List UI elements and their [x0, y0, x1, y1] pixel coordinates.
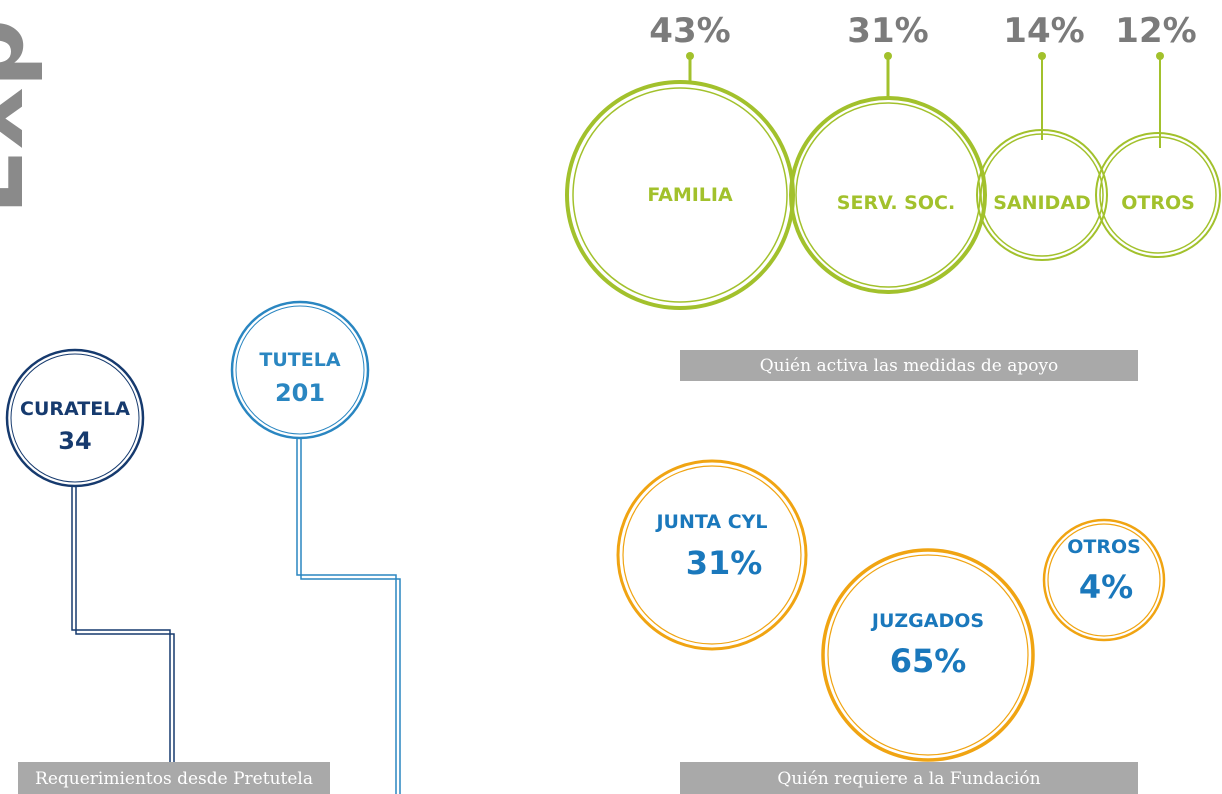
label: CURATELA	[20, 398, 130, 420]
percent: 31%	[847, 11, 928, 51]
percent: 65%	[890, 642, 967, 680]
side-title: Exp	[0, 19, 45, 215]
count: 34	[58, 427, 91, 455]
label: OTROS	[1121, 192, 1195, 214]
label: JUZGADOS	[870, 610, 984, 632]
percent: 14%	[1003, 11, 1084, 51]
caption: Quién requiere a la Fundación	[777, 769, 1040, 789]
caption: Requerimientos desde Pretutela	[35, 769, 313, 789]
label: OTROS	[1067, 536, 1141, 558]
percent: 4%	[1079, 568, 1133, 606]
label: SERV. SOC.	[837, 192, 955, 214]
caption: Quién activa las medidas de apoyo	[760, 356, 1059, 376]
curatela-shape	[5, 348, 175, 794]
caption-box	[18, 762, 330, 794]
label: TUTELA	[259, 349, 340, 371]
percent: 12%	[1115, 11, 1196, 51]
caption-box	[680, 350, 1138, 381]
request-circles	[616, 459, 1166, 762]
label: JUNTA CYL	[654, 511, 767, 533]
caption-box	[680, 762, 1138, 794]
label: SANIDAD	[993, 192, 1091, 214]
count: 201	[275, 379, 325, 407]
label: FAMILIA	[647, 184, 733, 206]
tutela-shape	[230, 300, 401, 794]
percent: 43%	[649, 11, 730, 51]
percent: 31%	[686, 544, 763, 582]
support-circles	[565, 56, 1221, 310]
